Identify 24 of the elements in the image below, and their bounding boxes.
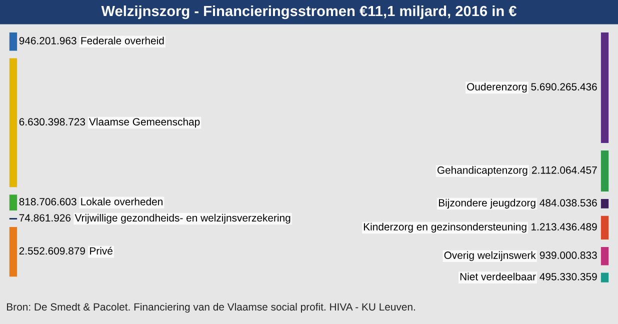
data-label: 818.706.603: [19, 198, 76, 206]
data-label: 939.000.833: [540, 252, 597, 259]
category-label: Niet verdeelbaar: [460, 272, 536, 280]
data-label: 74.861.926: [19, 214, 71, 222]
category-label: Vlaamse Gemeenschap: [89, 118, 200, 128]
data-label: 946.201.963: [19, 37, 76, 44]
category-label: Ouderenzorg: [467, 82, 527, 93]
category-label: Privé: [90, 246, 112, 255]
category-label: Vrijwillige gezondheids- en welzijnsverzekering: [74, 214, 290, 224]
data-label: 495.330.359: [540, 272, 597, 280]
data-label: 2.552.609.879: [19, 247, 85, 255]
category-label: Gehandicaptenzorg: [437, 166, 528, 176]
data-label: 1.213.436.489: [532, 223, 597, 231]
data-label: 2.112.064.457: [532, 166, 597, 174]
data-label: 484.038.536: [540, 199, 597, 207]
text: Welzijnszorg - Financieringsstromen €11,1 miljard, 2016 in €: [101, 5, 517, 20]
data-label: 6.630.398.723: [19, 118, 86, 126]
category-label: Overig welzijnswerk: [444, 251, 536, 261]
category-label: Lokale overheden: [81, 198, 162, 206]
data-label: 5.690.265.436: [531, 83, 597, 90]
category-label: Federale overheid: [81, 36, 164, 44]
text: Bron: De Smedt & Pacolet. Financiering van de Vlaamse social profit. HIVA - KU Leuven.: [7, 302, 415, 313]
category-label: Kinderzorg en gezinsondersteuning: [364, 222, 526, 233]
category-label: Bijzondere jeugdzorg: [438, 198, 536, 209]
